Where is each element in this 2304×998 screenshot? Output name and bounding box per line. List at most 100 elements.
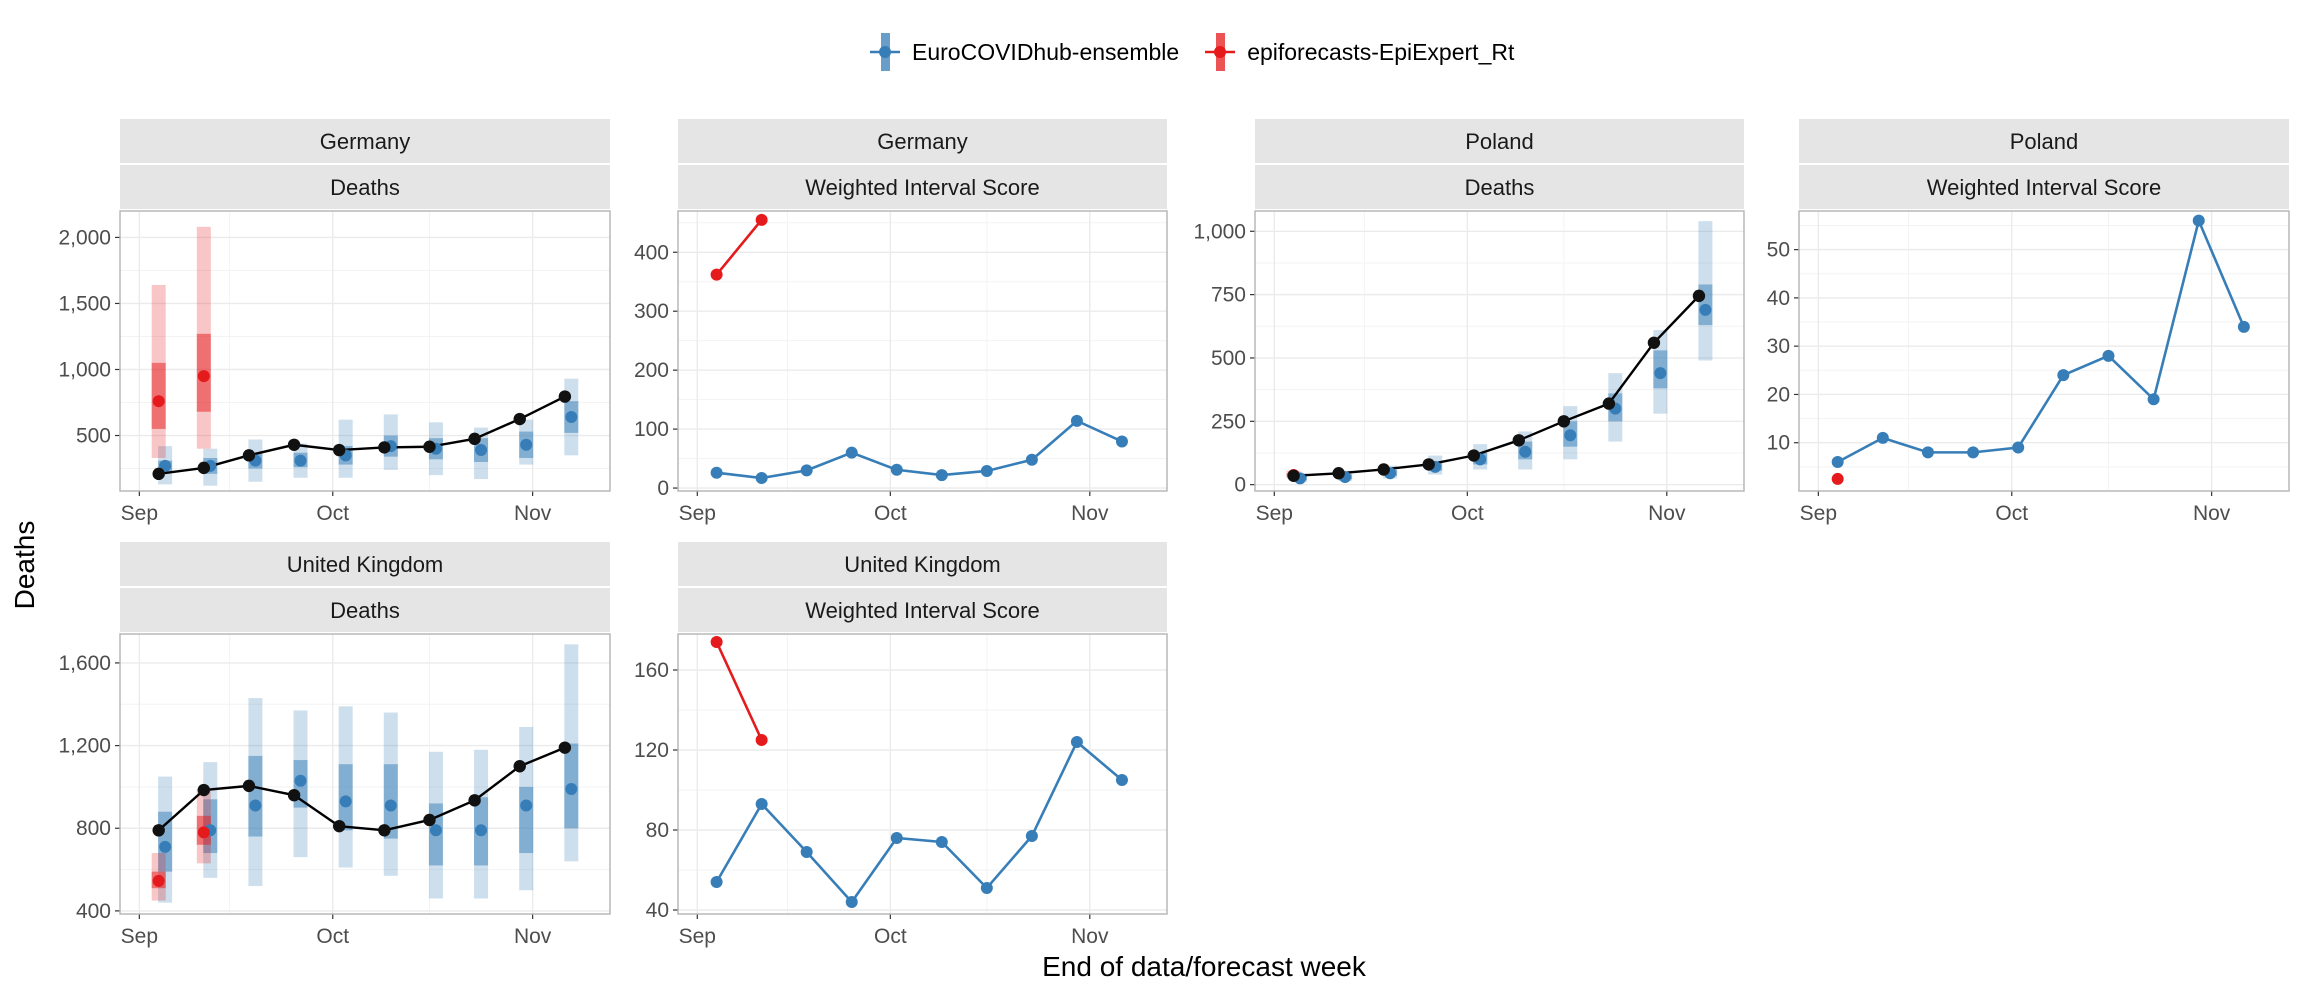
y-tick-label: 500 [76, 425, 111, 448]
panel-border [677, 633, 1168, 915]
score-point [1921, 446, 1934, 459]
observed-point [558, 741, 572, 754]
strip-target-label: Deaths [330, 598, 400, 623]
panel-border [1798, 210, 2290, 492]
plot-area [151, 226, 579, 486]
observed-point [423, 813, 436, 827]
observed-point [1512, 434, 1526, 447]
plot-area [151, 644, 579, 903]
median-point [475, 824, 488, 837]
y-tick-label: 400 [76, 900, 111, 923]
y-tick-label: 1,600 [58, 652, 111, 675]
observed-point [242, 779, 256, 793]
score-point [755, 734, 768, 746]
median-point [1654, 367, 1667, 380]
strip-location-label: Germany [320, 129, 410, 154]
observed-point [333, 443, 346, 457]
median-point [565, 782, 578, 795]
observed-point [513, 760, 526, 773]
panel-4: United Kingdom Deaths 400 800 1,200 1,600 Sep O… [58, 542, 611, 948]
plot-area [710, 636, 1128, 908]
strip-location-label: Poland [1465, 129, 1534, 154]
y-tick-label: 100 [634, 418, 669, 441]
observed-point [287, 788, 301, 802]
median-point [159, 840, 172, 853]
x-tick-label: Nov [1071, 502, 1109, 525]
observed-point [197, 783, 211, 797]
score-point [845, 896, 858, 908]
strip-target [120, 588, 610, 632]
observed-point [197, 461, 211, 475]
median-point [339, 795, 352, 808]
observed-point [1557, 415, 1571, 428]
strip-location [678, 542, 1167, 586]
x-tick-label: Oct [316, 502, 349, 525]
score-point [1967, 446, 1980, 459]
score-point [755, 798, 768, 810]
observed-point [287, 438, 301, 451]
y-tick-label: 0 [1234, 474, 1246, 497]
score-point [935, 469, 948, 482]
strip-target-label: Weighted Interval Score [1927, 175, 2161, 200]
strip-target [1255, 165, 1744, 209]
legend-label-ensemble: EuroCOVIDhub-ensemble [912, 38, 1180, 65]
strip-location [120, 542, 610, 586]
legend-item-epiexpert: epiforecasts-EpiExpert_Rt [1205, 32, 1514, 72]
y-tick-label: 1,000 [58, 358, 111, 381]
strip-location-label: United Kingdom [287, 552, 444, 577]
y-tick-label: 1,200 [58, 735, 111, 758]
score-point [2012, 441, 2025, 454]
observed-point [468, 794, 481, 807]
y-tick-label: 30 [1767, 335, 1790, 358]
x-tick-label: Nov [1071, 925, 1109, 948]
score-point [1070, 736, 1083, 748]
y-tick-label: 250 [1211, 410, 1246, 433]
score-point [1831, 456, 1844, 469]
panel-5: United Kingdom Weighted Interval Score 40 8… [634, 542, 1168, 948]
panel-0: Germany Deaths 500 1,000 1,500 2,000 Sep Oct Nov [58, 119, 611, 525]
median-point [565, 411, 578, 424]
x-tick-label: Sep [679, 925, 716, 948]
interval-50-bar [248, 755, 263, 837]
median-point [520, 799, 533, 812]
observed-point [1287, 469, 1300, 482]
strip-target-label: Deaths [1465, 175, 1535, 200]
observed-point [1602, 397, 1616, 410]
median-point [1699, 303, 1712, 316]
observed-point [378, 441, 391, 454]
median-point [475, 444, 488, 457]
median-point [152, 395, 165, 408]
observed-point [468, 432, 481, 446]
x-tick-label: Sep [1800, 502, 1837, 525]
panel-3: Poland Weighted Interval Score 10 20 30 40 50 S… [1767, 119, 2290, 525]
score-point [2147, 393, 2160, 406]
x-tick-label: Nov [514, 502, 552, 525]
median-point [1519, 445, 1532, 458]
strip-target-label: Deaths [330, 175, 400, 200]
x-tick-label: Oct [874, 925, 907, 948]
x-tick-label: Oct [1995, 502, 2028, 525]
score-line [1837, 216, 2246, 464]
observed-line [1293, 295, 1700, 477]
y-tick-label: 1,500 [58, 292, 111, 315]
score-point [755, 213, 768, 226]
panel-1: Germany Weighted Interval Score 0 100 200 300… [634, 119, 1168, 525]
median-point [197, 370, 210, 383]
score-point [1115, 435, 1128, 448]
x-tick-label: Nov [2193, 502, 2231, 525]
x-tick-label: Nov [514, 925, 552, 948]
observed-point [152, 824, 165, 837]
y-tick-label: 800 [76, 817, 111, 840]
score-point [1025, 830, 1038, 842]
strip-target [678, 588, 1167, 632]
y-tick-label: 40 [1767, 287, 1790, 310]
observed-point [1377, 463, 1390, 476]
panel-border [119, 633, 611, 915]
x-axis-title: End of data/forecast week [1042, 951, 1367, 982]
x-tick-label: Sep [1256, 502, 1293, 525]
observed-point [152, 467, 165, 481]
y-tick-label: 20 [1767, 383, 1790, 406]
score-point [1070, 414, 1083, 427]
